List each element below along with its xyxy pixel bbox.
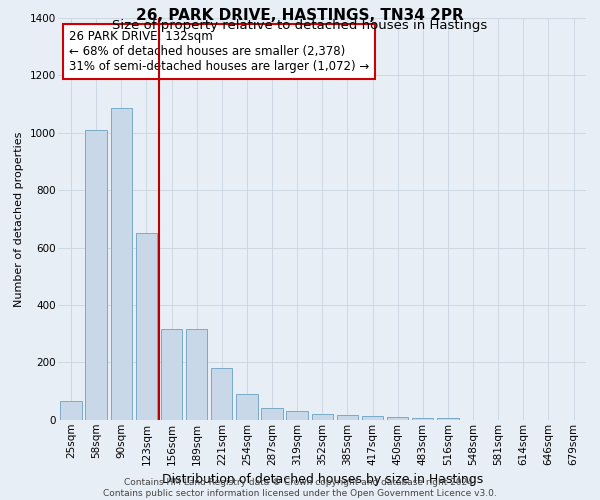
Bar [362, 416, 383, 420]
Bar [337, 414, 358, 420]
X-axis label: Distribution of detached houses by size in Hastings: Distribution of detached houses by size … [161, 473, 483, 486]
Bar [387, 417, 409, 420]
Bar [211, 368, 232, 420]
Text: Contains HM Land Registry data © Crown copyright and database right 2024.
Contai: Contains HM Land Registry data © Crown c… [103, 478, 497, 498]
Bar [311, 414, 333, 420]
Y-axis label: Number of detached properties: Number of detached properties [14, 131, 24, 306]
Bar [412, 418, 433, 420]
Bar [161, 330, 182, 420]
Bar [437, 418, 458, 420]
Bar [85, 130, 107, 420]
Bar [186, 330, 208, 420]
Bar [110, 108, 132, 420]
Bar [262, 408, 283, 420]
Text: Size of property relative to detached houses in Hastings: Size of property relative to detached ho… [112, 19, 488, 32]
Bar [236, 394, 257, 420]
Bar [136, 233, 157, 420]
Bar [286, 412, 308, 420]
Bar [61, 401, 82, 420]
Text: 26 PARK DRIVE: 132sqm
← 68% of detached houses are smaller (2,378)
31% of semi-d: 26 PARK DRIVE: 132sqm ← 68% of detached … [69, 30, 369, 73]
Text: 26, PARK DRIVE, HASTINGS, TN34 2PR: 26, PARK DRIVE, HASTINGS, TN34 2PR [136, 8, 464, 22]
